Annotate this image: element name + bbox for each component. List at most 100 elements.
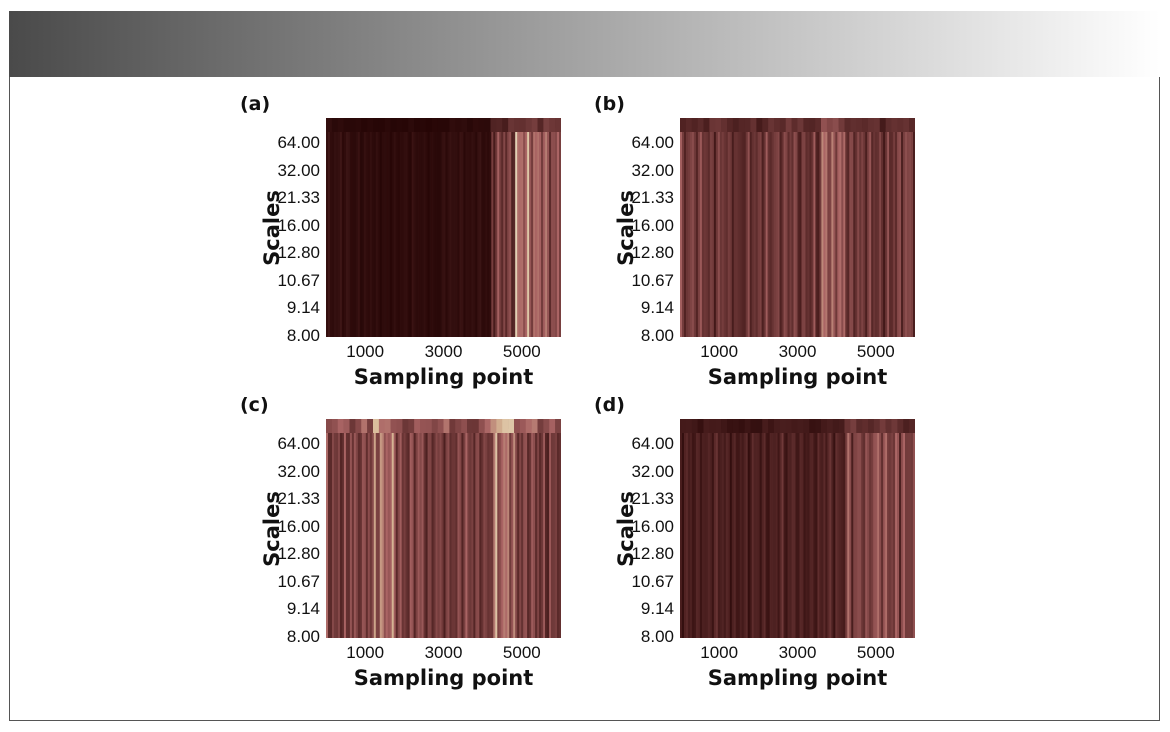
heatmap-column (683, 429, 687, 638)
heatmap-top-cell (373, 419, 380, 433)
heatmap-column (791, 128, 794, 337)
y-tick-label: 32.00 (277, 160, 320, 180)
heatmap-column (439, 128, 442, 337)
x-tick-label: 3000 (778, 342, 817, 361)
panel-label: (a) (240, 93, 271, 115)
heatmap-column (841, 128, 844, 337)
heatmap-column (487, 429, 490, 638)
heatmap-column (899, 128, 902, 337)
heatmap-column (347, 429, 351, 638)
heatmap-column (737, 128, 741, 337)
heatmap-column (469, 128, 472, 337)
heatmap-column (379, 128, 383, 337)
heatmap-column (845, 429, 848, 638)
y-tick-label: 21.33 (631, 188, 674, 208)
heatmap-column (349, 128, 353, 337)
heatmap-column (431, 128, 434, 337)
heatmap-column (515, 128, 518, 337)
heatmap-top-cell (549, 419, 556, 433)
y-tick-label: 64.00 (631, 133, 674, 152)
heatmap-column (497, 429, 500, 638)
y-tick-label: 12.80 (277, 544, 320, 564)
heatmap-column (685, 429, 689, 638)
heatmap-column (435, 128, 438, 337)
heatmap-column (837, 429, 840, 638)
panel-label: (c) (240, 394, 269, 416)
heatmap-column (793, 128, 796, 337)
heatmap-column (381, 128, 385, 337)
heatmap-column (837, 128, 840, 337)
heatmap-column (809, 128, 812, 337)
heatmap-top-cell (431, 118, 438, 132)
heatmap-top-cell (785, 118, 792, 132)
heatmap-column (741, 128, 745, 337)
heatmap-column (437, 429, 440, 638)
heatmap-column (455, 128, 458, 337)
y-tick-label: 8.00 (640, 627, 674, 646)
heatmap-column (333, 429, 337, 638)
heatmap-column (757, 429, 760, 638)
heatmap-column (697, 128, 701, 337)
heatmap-top-cell (514, 419, 521, 433)
heatmap-top-cell (697, 419, 704, 433)
heatmap-column (349, 429, 353, 638)
y-tick-label: 64.00 (277, 434, 320, 453)
heatmap-column (393, 429, 396, 638)
heatmap-column (775, 128, 778, 337)
heatmap-column (763, 128, 766, 337)
heatmap-column (823, 128, 826, 337)
heatmap-column (861, 429, 864, 638)
heatmap-column (549, 429, 552, 638)
heatmap-column (541, 128, 544, 337)
heatmap-column (471, 128, 474, 337)
heatmap-column (789, 429, 792, 638)
heatmap-column (385, 128, 389, 337)
y-tick-label: 16.00 (631, 516, 674, 536)
heatmap-column (549, 128, 552, 337)
heatmap-column (507, 128, 510, 337)
y-tick-label: 21.33 (631, 489, 674, 509)
heatmap-column (375, 128, 379, 337)
heatmap-top-cell (425, 419, 433, 433)
heatmap-column (707, 128, 711, 337)
heatmap-top-cell (337, 118, 344, 132)
heatmap-top-cell (850, 419, 857, 433)
heatmap-top-cell (903, 118, 910, 132)
heatmap-top-cell (727, 419, 734, 433)
heatmap-column (699, 128, 703, 337)
x-axis-label: Sampling point (353, 666, 534, 690)
heatmap-top-cell (738, 419, 745, 433)
heatmap-column (743, 128, 747, 337)
heatmap-column (499, 429, 502, 638)
heatmap-top-cell (868, 118, 875, 132)
heatmap-column (425, 429, 428, 638)
heatmap-top-cell (555, 419, 561, 433)
heatmap-column (839, 429, 842, 638)
y-axis-label: Scales (614, 491, 638, 567)
heatmap-top-cell (390, 118, 397, 132)
heatmap-column (327, 429, 331, 638)
heatmap-top-cell (361, 118, 368, 132)
heatmap-column (819, 429, 822, 638)
heatmap-column (823, 429, 826, 638)
heatmap-column (767, 429, 770, 638)
heatmap-column (687, 429, 691, 638)
heatmap-column (381, 429, 385, 638)
heatmap-top-cell (326, 419, 333, 433)
heatmap-column (475, 429, 478, 638)
heatmap-column (459, 429, 462, 638)
x-tick-label: 5000 (856, 643, 895, 662)
heatmap-column (551, 128, 554, 337)
heatmap-top-cell (490, 118, 497, 132)
heatmap-top-cell (838, 118, 845, 132)
heatmap-column (427, 429, 430, 638)
heatmap-column (797, 429, 800, 638)
heatmap-column (817, 128, 820, 337)
x-tick-label: 5000 (502, 643, 541, 662)
y-tick-label: 64.00 (277, 133, 320, 152)
heatmap-column (799, 128, 802, 337)
heatmap-column (413, 128, 416, 337)
heatmap-column (721, 429, 725, 638)
heatmap-column (687, 128, 691, 337)
heatmap-column (747, 128, 750, 337)
